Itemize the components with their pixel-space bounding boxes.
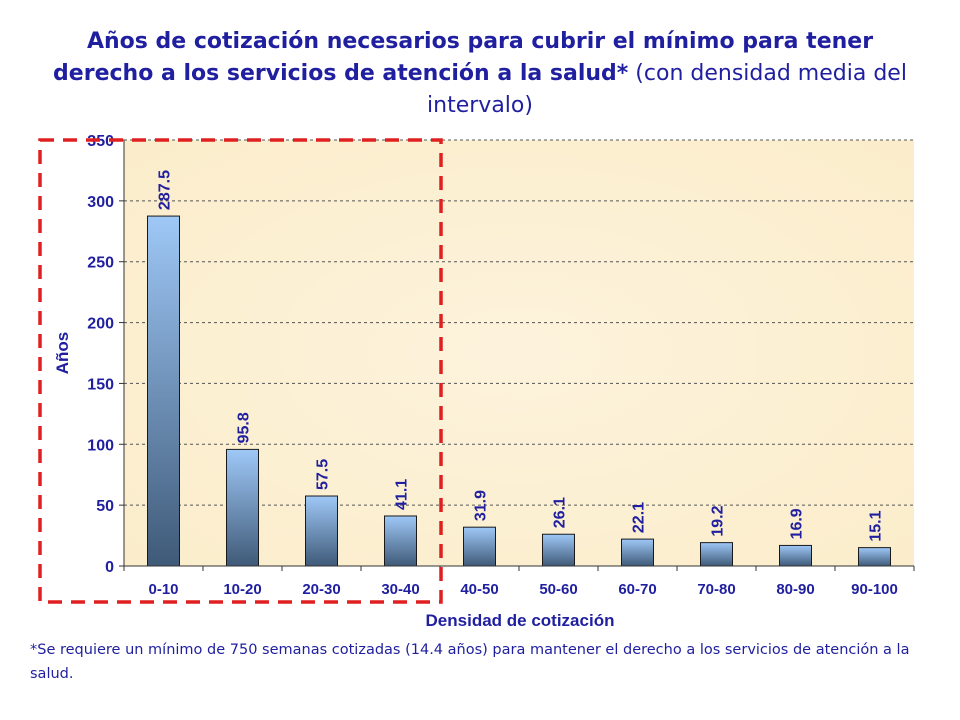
bar xyxy=(858,547,891,567)
y-tick-label: 100 xyxy=(87,437,114,454)
x-tick-label: 40-50 xyxy=(460,581,498,598)
bar xyxy=(147,215,180,567)
data-label: 287.5 xyxy=(157,170,174,210)
data-label: 15.1 xyxy=(868,510,885,541)
data-label: 19.2 xyxy=(710,505,727,536)
x-tick-label: 10-20 xyxy=(223,581,261,598)
axes: 0 50 100 150 200 250 300 350 0-10 10-20 20-30 30-40… xyxy=(87,133,915,598)
data-labels: 287.5 95.8 57.5 41.1 31.9 26.1 22.1 19.2 16.9 15.… xyxy=(157,170,885,542)
y-tick-label: 200 xyxy=(87,316,114,333)
y-tick-label: 300 xyxy=(87,194,114,211)
chart-title: Años de cotización necesarios para cubri… xyxy=(40,26,920,122)
y-tick-label: 150 xyxy=(87,376,114,393)
x-axis-label: Densidad de cotización xyxy=(426,611,615,630)
data-label: 22.1 xyxy=(631,502,648,533)
bar xyxy=(463,526,496,567)
x-tick-label: 30-40 xyxy=(381,581,419,598)
x-tick-label: 80-90 xyxy=(776,581,814,598)
data-label: 41.1 xyxy=(394,479,411,510)
bars xyxy=(147,215,891,567)
chart-title-sub: (con densidad media del intervalo) xyxy=(427,61,907,118)
data-label: 26.1 xyxy=(552,497,569,528)
data-label: 57.5 xyxy=(315,459,332,490)
y-tick-label: 0 xyxy=(105,559,114,576)
y-tick-label: 350 xyxy=(87,133,114,150)
x-tick-label: 0-10 xyxy=(148,581,178,598)
bar xyxy=(305,495,338,567)
x-tick-label: 90-100 xyxy=(851,581,898,598)
data-label: 16.9 xyxy=(789,508,806,539)
data-label: 31.9 xyxy=(473,490,490,521)
x-tick-label: 60-70 xyxy=(618,581,656,598)
y-axis-label: Años xyxy=(53,332,72,375)
x-tick-label: 70-80 xyxy=(697,581,735,598)
footnote: *Se requiere un mínimo de 750 semanas co… xyxy=(30,642,910,682)
bar xyxy=(226,448,259,567)
x-tick-label: 20-30 xyxy=(302,581,340,598)
bar xyxy=(621,538,654,567)
bar xyxy=(542,533,575,567)
data-label: 95.8 xyxy=(236,412,253,443)
y-tick-label: 250 xyxy=(87,255,114,272)
x-tick-label: 50-60 xyxy=(539,581,577,598)
highlight-box xyxy=(38,138,443,604)
bar xyxy=(384,515,417,567)
y-tick-label: 50 xyxy=(96,498,114,515)
bar xyxy=(700,542,733,567)
chart-title-main: Años de cotización necesarios para cubri… xyxy=(53,29,874,86)
bar xyxy=(779,544,812,567)
